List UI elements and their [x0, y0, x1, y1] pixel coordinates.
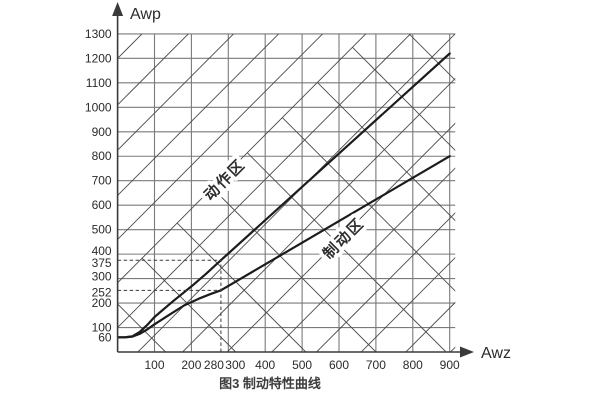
- x-tick-label: 700: [366, 358, 386, 372]
- negative-diagonal: [117, 303, 166, 352]
- positive-diagonal: [117, 33, 280, 197]
- curve-动作曲线(上): [117, 52, 451, 339]
- y-tick-label: 700: [92, 174, 112, 188]
- action-zone-label: 动作区: [200, 155, 249, 204]
- negative-diagonal: [176, 222, 307, 352]
- positive-diagonal: [226, 122, 456, 352]
- positive-diagonal: [405, 301, 456, 352]
- y-tick-label: 1000: [85, 100, 112, 114]
- y-axis-arrow-icon: [112, 2, 124, 16]
- x-tick-label: 800: [403, 358, 423, 372]
- negative-diagonal: [282, 117, 456, 292]
- x-axis-arrow-icon: [460, 346, 474, 358]
- characteristic-curves: [117, 52, 451, 339]
- y-tick-label: 800: [92, 149, 112, 163]
- negative-diagonal: [141, 257, 236, 352]
- positive-diagonal: [117, 33, 412, 329]
- y-tick-label: 500: [92, 223, 112, 237]
- negative-diagonal: [408, 33, 456, 81]
- positive-diagonal: [117, 33, 367, 284]
- negative-diagonal: [246, 152, 447, 352]
- positive-diagonal: [360, 257, 456, 352]
- braking-zone-label: 制动区: [319, 214, 368, 263]
- y-tick-label: 252: [92, 285, 112, 299]
- y-tick-label: 60: [98, 330, 112, 344]
- reference-dashed-lines: [117, 259, 222, 352]
- y-tick-label: 1300: [85, 27, 112, 41]
- negative-diagonal: [211, 187, 377, 352]
- curve-制动曲线(下): [117, 155, 451, 339]
- y-tick-label: 375: [92, 256, 112, 270]
- x-tick-label: 100: [144, 358, 164, 372]
- y-axis-label: Awp: [130, 6, 161, 23]
- figure-caption: 图3 制动特性曲线: [219, 376, 321, 391]
- positive-diagonal: [117, 33, 190, 106]
- tick-labels: 6010020025230037540050060070080090010001…: [85, 27, 460, 372]
- y-tick-label: 1200: [85, 51, 112, 65]
- positive-diagonal: [117, 33, 235, 151]
- x-tick-label: 300: [225, 358, 245, 372]
- y-tick-label: 1100: [86, 76, 112, 90]
- y-tick-label: 900: [92, 125, 112, 139]
- positive-diagonal: [271, 167, 456, 352]
- negative-diagonal: [317, 82, 456, 222]
- grid-lines: [117, 33, 456, 352]
- positive-diagonal: [117, 33, 324, 241]
- x-tick-label: 200: [181, 358, 201, 372]
- y-tick-label: 200: [92, 296, 112, 310]
- x-tick-label: 500: [292, 358, 312, 372]
- y-tick-label: 300: [92, 270, 112, 284]
- positive-diagonal: [315, 212, 456, 352]
- y-tick-label: 400: [92, 244, 112, 258]
- x-tick-label: 400: [255, 358, 275, 372]
- x-tick-label: 280: [204, 358, 224, 372]
- y-tick-label: 600: [92, 198, 112, 212]
- x-tick-label: 600: [329, 358, 349, 372]
- y-tick-label: 100: [92, 321, 112, 335]
- positive-diagonal: [137, 33, 456, 352]
- positive-diagonal: [181, 77, 456, 352]
- diagonal-grid-lines: [117, 33, 456, 352]
- x-tick-label: 900: [440, 358, 460, 372]
- x-axis-label: Awz: [481, 345, 511, 362]
- axes: [112, 2, 474, 358]
- negative-diagonal: [352, 46, 456, 151]
